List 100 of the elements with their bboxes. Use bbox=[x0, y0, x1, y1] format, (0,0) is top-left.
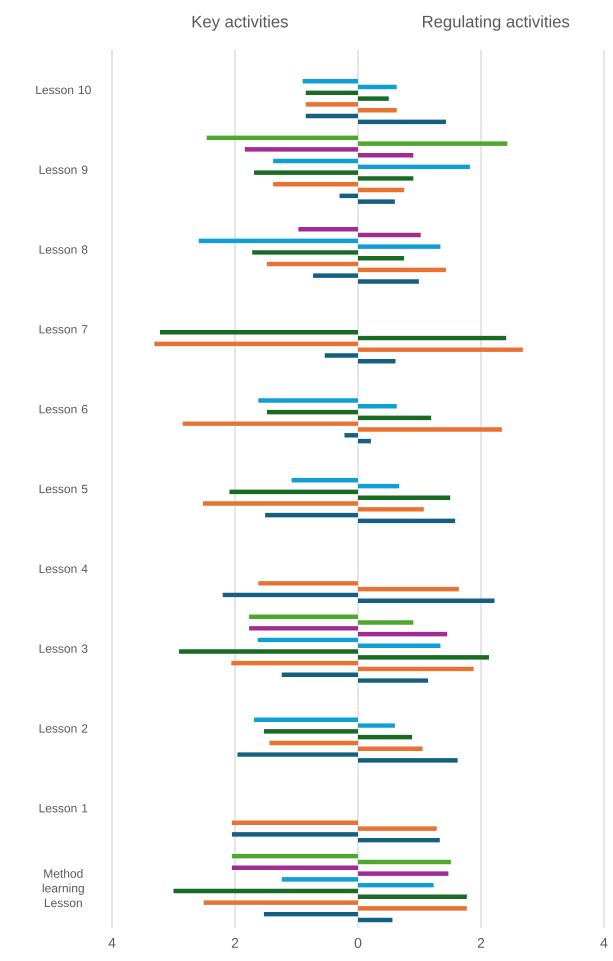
bar bbox=[340, 194, 358, 198]
bar bbox=[358, 507, 424, 512]
bar bbox=[358, 279, 419, 284]
bar bbox=[204, 900, 358, 905]
bar bbox=[273, 158, 358, 164]
bar bbox=[358, 199, 395, 204]
bar bbox=[324, 353, 358, 358]
y-tick-label: Lesson 6 bbox=[40, 404, 88, 414]
bar bbox=[160, 330, 358, 334]
bar bbox=[258, 638, 358, 642]
bar bbox=[282, 877, 358, 882]
bar bbox=[306, 114, 358, 118]
bar bbox=[292, 478, 358, 483]
bar bbox=[249, 626, 358, 631]
bar bbox=[265, 512, 358, 518]
bar bbox=[358, 438, 371, 444]
x-tick-label: 4 bbox=[600, 938, 608, 948]
bar bbox=[358, 678, 428, 683]
x-tick-label: 2 bbox=[232, 938, 238, 948]
bar bbox=[358, 232, 421, 238]
bar bbox=[269, 740, 358, 746]
bar bbox=[358, 164, 470, 170]
bar bbox=[358, 666, 474, 672]
y-tick-label: Lesson 1 bbox=[40, 804, 88, 812]
bar bbox=[358, 860, 451, 864]
bar bbox=[273, 182, 358, 186]
bar bbox=[358, 620, 414, 625]
bar bbox=[222, 592, 358, 598]
bar bbox=[206, 136, 358, 140]
bar bbox=[358, 256, 404, 260]
bar bbox=[358, 871, 448, 876]
bar bbox=[358, 918, 392, 922]
bar bbox=[179, 649, 358, 654]
bar bbox=[344, 433, 358, 438]
bar bbox=[358, 723, 395, 728]
bar bbox=[254, 718, 358, 722]
bar bbox=[198, 238, 358, 244]
bar bbox=[358, 152, 414, 158]
y-tick-label: Lesson 2 bbox=[40, 724, 88, 733]
x-tick-label: 2 bbox=[478, 938, 484, 948]
bar bbox=[358, 484, 400, 488]
bar bbox=[358, 347, 523, 352]
bar bbox=[252, 250, 358, 255]
bar bbox=[358, 838, 440, 842]
y-tick-label: Lesson 4 bbox=[40, 564, 88, 574]
bar bbox=[313, 273, 358, 278]
y-tick-label: Lesson 7 bbox=[40, 325, 88, 334]
bar bbox=[358, 586, 459, 592]
y-tick-label: Lesson 3 bbox=[40, 644, 88, 653]
y-tick-label: Lesson 8 bbox=[40, 245, 88, 254]
bar bbox=[358, 268, 446, 272]
bar bbox=[231, 660, 358, 666]
bar bbox=[264, 729, 358, 734]
bar bbox=[282, 672, 358, 677]
x-tick-label: 0 bbox=[354, 938, 362, 948]
bar bbox=[258, 398, 358, 403]
bar bbox=[358, 894, 467, 900]
y-tick-label: Method learning Lesson bbox=[42, 869, 84, 908]
bar bbox=[358, 906, 467, 911]
bar bbox=[154, 342, 358, 346]
bar bbox=[358, 758, 458, 763]
bar bbox=[358, 518, 456, 524]
bar bbox=[358, 336, 506, 340]
y-tick-label: Lesson 10 bbox=[36, 86, 91, 94]
bar bbox=[358, 188, 404, 192]
bar bbox=[358, 598, 495, 603]
bar bbox=[244, 147, 358, 152]
text: Regulating activities bbox=[422, 15, 570, 31]
bar bbox=[306, 102, 358, 107]
y-tick-label: Lesson 5 bbox=[40, 484, 88, 494]
bar bbox=[358, 826, 437, 831]
bar bbox=[358, 495, 450, 500]
y-tick-label: Lesson 9 bbox=[40, 165, 88, 174]
bar bbox=[358, 427, 502, 432]
bar bbox=[358, 244, 440, 249]
bar bbox=[232, 854, 358, 858]
bar bbox=[298, 227, 358, 232]
bar bbox=[306, 90, 358, 96]
bar bbox=[249, 614, 358, 619]
bar bbox=[358, 96, 389, 101]
bar bbox=[264, 912, 358, 916]
bar bbox=[266, 262, 358, 266]
text: Key activities bbox=[192, 15, 288, 31]
x-tick-label: 4 bbox=[108, 938, 116, 948]
bar bbox=[302, 78, 358, 84]
bar bbox=[358, 632, 448, 636]
bar bbox=[358, 655, 489, 660]
bar bbox=[358, 176, 414, 181]
bar bbox=[358, 644, 440, 648]
bar bbox=[358, 746, 423, 751]
bar bbox=[232, 866, 358, 870]
bar bbox=[232, 820, 358, 826]
bar bbox=[182, 421, 358, 426]
bar bbox=[229, 490, 358, 494]
bar bbox=[358, 882, 434, 888]
bar bbox=[358, 108, 397, 112]
bar bbox=[358, 359, 396, 364]
bar bbox=[358, 141, 508, 146]
bar bbox=[237, 752, 358, 757]
bar bbox=[358, 416, 432, 420]
